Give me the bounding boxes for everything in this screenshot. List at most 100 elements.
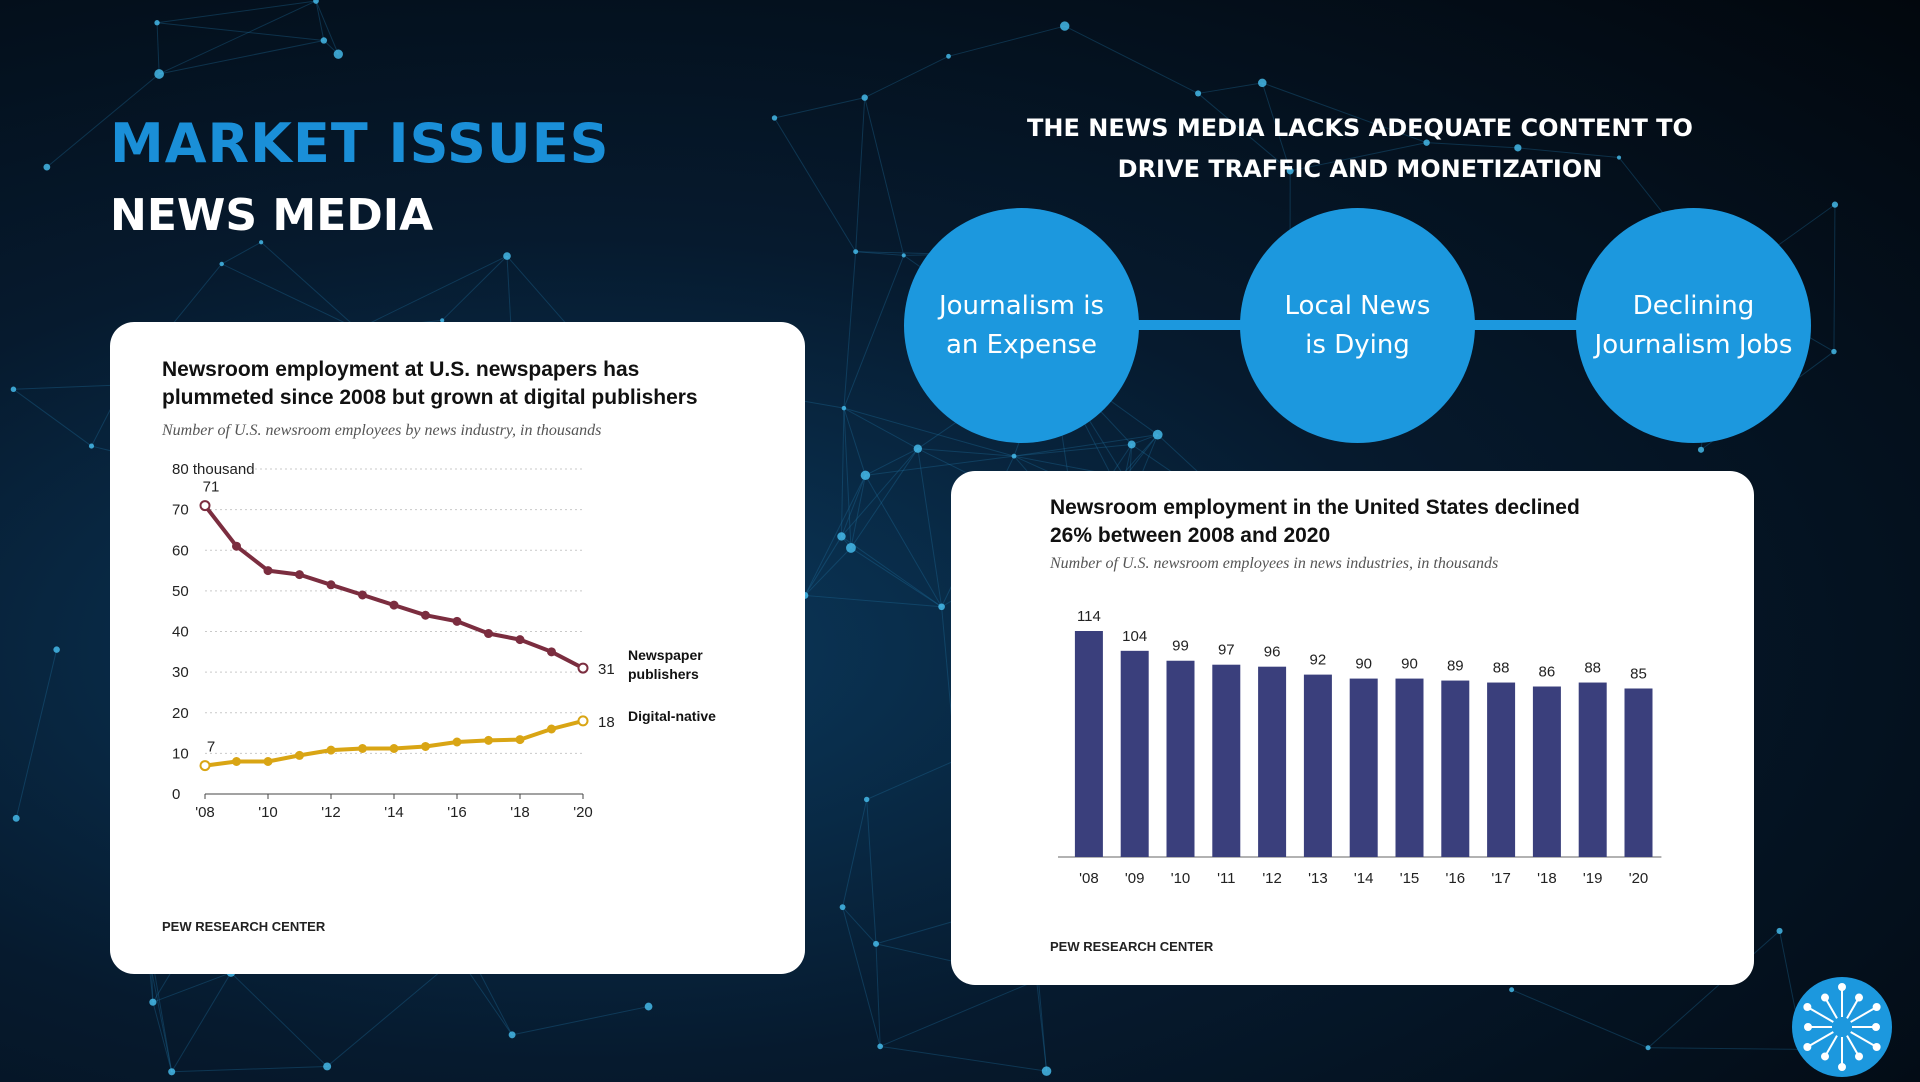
network-line: [948, 25, 1065, 57]
bar: [1258, 666, 1287, 857]
network-line: [804, 475, 866, 596]
network-line: [1290, 142, 1427, 172]
y-tick-label: 30: [172, 664, 189, 681]
logo-ray: [1806, 1006, 1834, 1023]
network-line: [260, 241, 359, 330]
logo-node: [1872, 1003, 1881, 1011]
network-line: [1124, 434, 1159, 478]
bar-chart-subtitle: Number of U.S. newsroom employees in new…: [1050, 555, 1499, 572]
y-tick-label: 10: [172, 745, 189, 762]
page-title: MARKET ISSUES: [110, 112, 610, 175]
network-node: [1011, 453, 1017, 459]
series-start-label: 71: [203, 479, 220, 496]
data-point: [515, 635, 525, 645]
network-node: [1645, 1045, 1651, 1051]
bar-value-label: 86: [1539, 664, 1556, 681]
headline-line-2: DRIVE TRAFFIC AND MONETIZATION: [1117, 155, 1603, 183]
network-node: [873, 940, 880, 947]
data-point: [295, 750, 304, 760]
network-node: [154, 69, 164, 79]
y-tick-label: 50: [172, 583, 189, 600]
bar-value-label: 96: [1264, 644, 1281, 661]
network-line: [158, 0, 317, 75]
bar: [1487, 682, 1516, 857]
logo-node: [1803, 1003, 1812, 1011]
bar-value-label: 85: [1630, 665, 1647, 682]
network-node: [88, 443, 95, 449]
logo-node: [1821, 993, 1829, 1002]
network-line: [152, 1002, 173, 1072]
data-point: [421, 741, 430, 751]
category-label: '14: [1354, 870, 1374, 887]
network-node: [323, 1062, 332, 1071]
network-line: [159, 39, 324, 75]
data-point: [199, 500, 211, 512]
series-line: [204, 718, 584, 768]
bar-value-label: 90: [1355, 656, 1372, 673]
bar-chart-title-line-1: Newsroom employment in the United States…: [1050, 496, 1580, 519]
data-point: [389, 744, 399, 753]
issue-label: Declining Journalism Jobs: [1594, 290, 1793, 360]
network-line: [866, 759, 956, 800]
network-line: [850, 448, 919, 549]
bar: [1349, 678, 1378, 857]
network-node: [946, 53, 951, 59]
network-line: [315, 0, 325, 41]
category-label: '18: [1537, 870, 1557, 887]
logo-ray: [1806, 1031, 1834, 1048]
network-line: [843, 408, 852, 548]
y-tick-label: 20: [172, 705, 189, 722]
network-node: [1127, 440, 1136, 449]
series-start-label: 7: [207, 739, 215, 756]
network-line: [157, 22, 324, 41]
network-line: [230, 972, 328, 1067]
line-chart-title: Newsroom employment at U.S. newspapers h…: [162, 356, 698, 412]
network-line: [842, 906, 877, 945]
data-point: [452, 737, 462, 747]
network-node: [1616, 155, 1622, 160]
network-line: [511, 1006, 649, 1036]
logo-node: [1838, 983, 1846, 991]
data-point: [452, 616, 462, 626]
network-node: [503, 252, 511, 260]
headline-line-1: THE NEWS MEDIA LACKS ADEQUATE CONTENT TO: [1027, 114, 1693, 142]
bar: [1624, 688, 1653, 857]
network-node: [219, 261, 224, 267]
network-node: [846, 542, 856, 553]
network-line: [840, 475, 866, 537]
network-node: [771, 115, 778, 121]
network-line: [842, 799, 868, 908]
data-point: [232, 541, 241, 551]
network-node: [1258, 78, 1267, 88]
network-node: [12, 814, 20, 822]
data-point: [547, 724, 556, 734]
logo-node: [1872, 1023, 1880, 1031]
network-line: [864, 55, 949, 99]
data-point: [358, 590, 367, 600]
network-line: [840, 408, 845, 537]
line-chart-subtitle: Number of U.S. newsroom employees by new…: [162, 422, 602, 439]
network-node: [259, 240, 264, 245]
bar-chart: 114 '08 104 '09 99 '10 97 '11 96 '12 92 '13 90 '14 90 '…: [1058, 608, 1662, 887]
bar: [1303, 674, 1332, 857]
bar: [1395, 678, 1424, 857]
network-line: [1198, 82, 1263, 94]
network-line: [804, 536, 842, 596]
network-line: [875, 943, 881, 1047]
network-node: [864, 796, 870, 803]
x-tick-label: '10: [258, 804, 278, 821]
line-chart-title-line-1: Newsroom employment at U.S. newspapers h…: [162, 358, 640, 381]
network-node: [10, 386, 17, 393]
page-subtitle: NEWS MEDIA: [110, 190, 434, 241]
network-node: [1831, 348, 1837, 355]
headline: THE NEWS MEDIA LACKS ADEQUATE CONTENT TO…: [1010, 108, 1710, 190]
network-node: [154, 20, 160, 26]
network-line: [865, 455, 1015, 476]
issue-circle-jobs: Declining Journalism Jobs: [1576, 208, 1811, 443]
data-point: [547, 647, 556, 657]
data-point: [358, 744, 367, 753]
network-line: [880, 1045, 1047, 1072]
network-node: [1286, 167, 1294, 175]
network-node: [168, 1068, 176, 1076]
network-node: [1041, 1066, 1052, 1076]
